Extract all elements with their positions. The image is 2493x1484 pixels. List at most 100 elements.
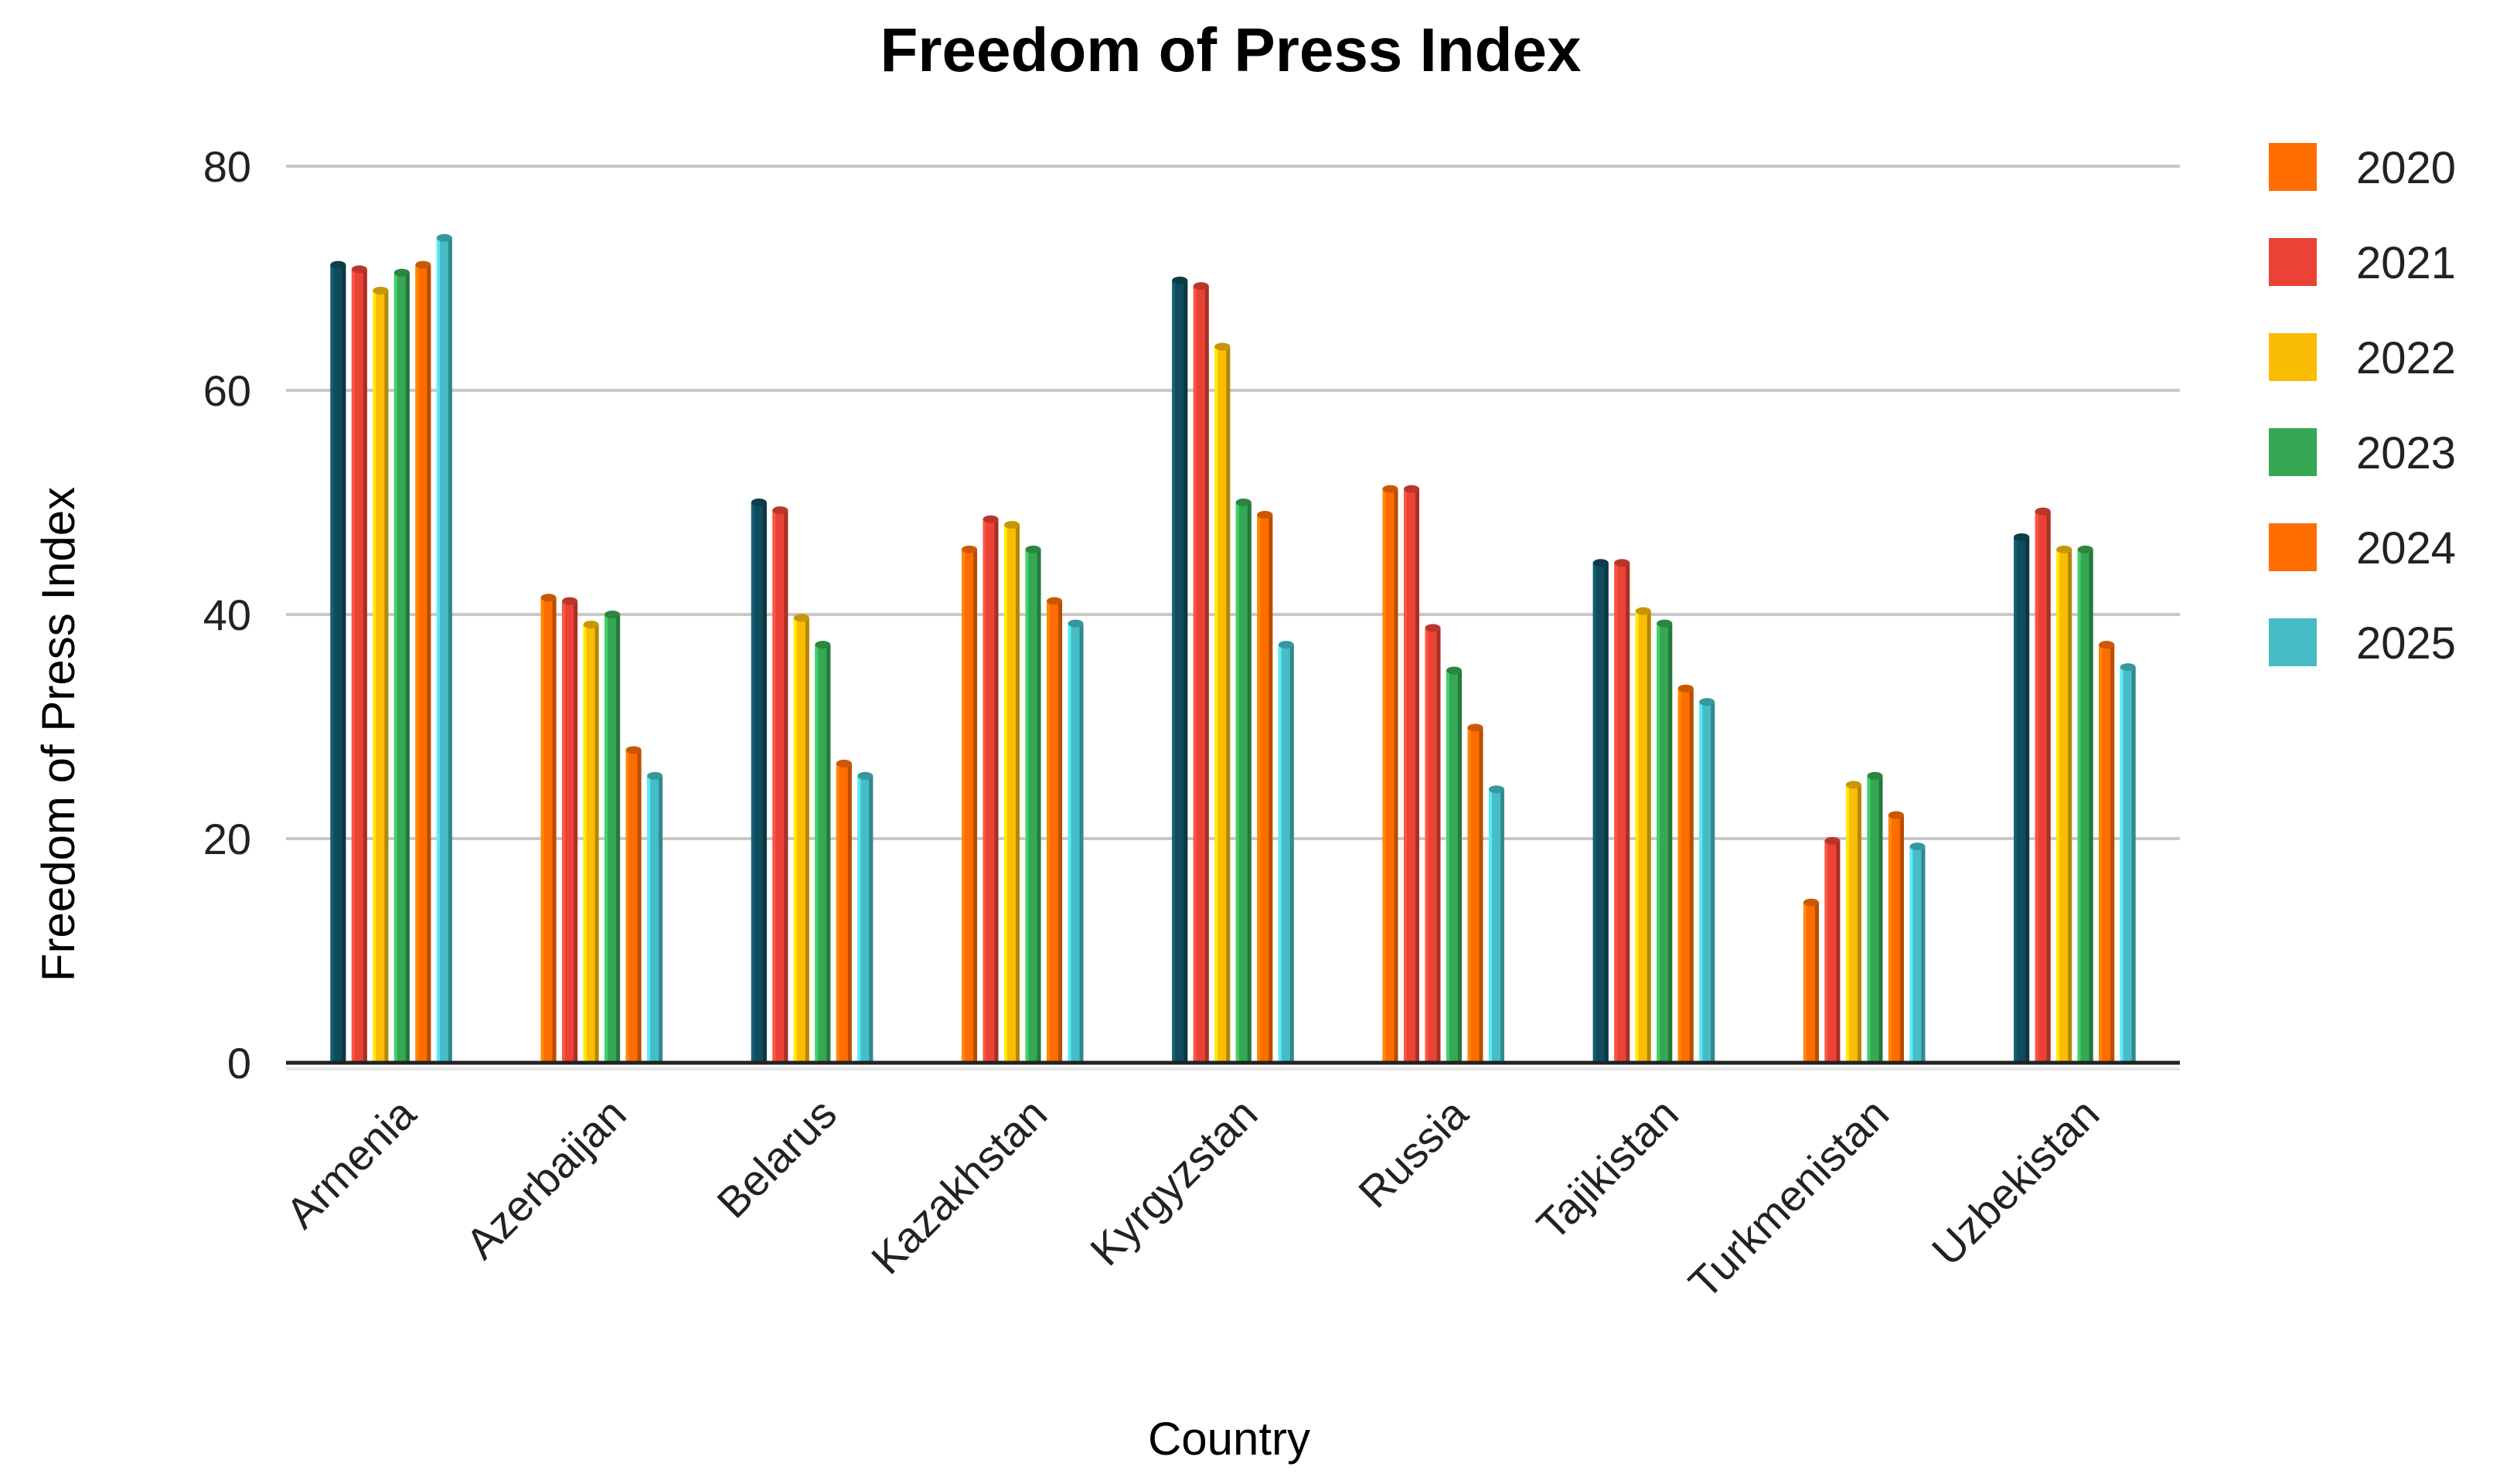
bar-highlight (1592, 563, 1596, 1063)
bar-cap (1068, 619, 1084, 628)
bar (625, 746, 642, 1063)
bar-shade (1037, 549, 1041, 1063)
bar-cap (1193, 282, 1209, 291)
bar-shade (594, 625, 599, 1063)
bar-highlight (1803, 902, 1807, 1063)
bar (1699, 698, 1715, 1063)
bar-highlight (1025, 549, 1029, 1063)
bar-shade (1921, 846, 1926, 1063)
bar-highlight (751, 502, 754, 1063)
bar-cap (1699, 698, 1715, 706)
bar (562, 597, 578, 1063)
legend-swatch (2269, 238, 2317, 286)
bar-cap (562, 597, 578, 605)
bar-highlight (2056, 549, 2060, 1063)
y-tick-label: 40 (203, 591, 251, 639)
bar-shade (1814, 902, 1819, 1063)
x-tick-label: Tajikistan (1527, 1089, 1688, 1249)
bar-cap (1467, 723, 1483, 732)
bar-highlight (2120, 667, 2123, 1063)
bar-cap (1004, 521, 1020, 529)
bar (2077, 545, 2093, 1063)
bar-cap (962, 545, 978, 553)
bar-shade (1269, 514, 1273, 1063)
bar (1235, 499, 1252, 1063)
bar (1278, 641, 1294, 1063)
bar-cap (1888, 811, 1904, 819)
bar-cap (772, 506, 788, 515)
bar-cap (1425, 624, 1441, 632)
x-tick-label: Russia (1349, 1088, 1477, 1217)
bar-highlight (1172, 280, 1176, 1063)
x-tick-label: Belarus (707, 1089, 846, 1227)
bar (436, 233, 452, 1063)
legend-swatch (2269, 333, 2317, 381)
bar-highlight (415, 264, 419, 1064)
bar-cap (983, 515, 999, 523)
bar-shade (869, 775, 874, 1063)
grid-layer (286, 165, 2180, 840)
bar-highlight (1382, 488, 1386, 1063)
bar-cap (2035, 507, 2051, 516)
bar-shade (973, 549, 978, 1063)
bar-highlight (2077, 549, 2081, 1063)
bar-cap (1446, 666, 1462, 675)
bar-highlight (815, 645, 819, 1063)
bar (1004, 521, 1020, 1063)
bar (2099, 641, 2115, 1063)
bar-cap (373, 286, 389, 294)
bar-cap (1025, 545, 1041, 553)
bar-shade (1878, 775, 1883, 1063)
x-axis-title: Country (1148, 1413, 1310, 1465)
bars-layer (330, 233, 2136, 1064)
bar-shade (1394, 488, 1398, 1063)
bar (1068, 619, 1084, 1063)
bar (2056, 545, 2072, 1063)
bar-cap (1677, 684, 1694, 693)
bar-highlight (436, 237, 440, 1063)
legend-label: 2023 (2356, 428, 2456, 478)
bar-shade (384, 290, 389, 1063)
legend-swatch (2269, 428, 2317, 476)
bar-highlight (1235, 502, 1239, 1063)
bar-cap (647, 771, 663, 780)
bar-shade (1436, 628, 1441, 1063)
bar (415, 260, 431, 1064)
bar-shade (762, 502, 767, 1063)
bar-highlight (1068, 623, 1071, 1063)
bar-shade (1711, 702, 1715, 1063)
bar-highlight (373, 290, 376, 1063)
bar-highlight (1278, 645, 1282, 1063)
bar-highlight (2099, 645, 2103, 1063)
bar-shade (805, 618, 809, 1063)
bar-highlight (1403, 488, 1407, 1063)
bar-shade (2089, 549, 2093, 1063)
bar-cap (1403, 485, 1419, 493)
bar-shade (1647, 611, 1651, 1063)
bar (1909, 842, 1926, 1063)
bar-highlight (857, 775, 861, 1063)
bar (1888, 811, 1904, 1063)
bar-shade (342, 264, 346, 1064)
bar-highlight (330, 264, 334, 1064)
bar-cap (2120, 663, 2136, 672)
bar (647, 771, 663, 1063)
bar-shade (1058, 601, 1063, 1063)
bar-highlight (962, 549, 966, 1063)
legend-item: 2020 (2269, 143, 2456, 193)
bar-highlight (1909, 846, 1913, 1063)
y-tick-label: 20 (203, 815, 251, 863)
bar (540, 594, 557, 1063)
bar-highlight (1867, 775, 1871, 1063)
bar-cap (625, 746, 642, 754)
bar-highlight (1004, 525, 1008, 1063)
bar-cap (583, 621, 599, 629)
bar-cap (1803, 898, 1819, 907)
bar-cap (1047, 597, 1063, 605)
bar-shade (1247, 502, 1252, 1063)
bar-highlight (1047, 601, 1051, 1063)
bar (2120, 663, 2136, 1063)
bar (815, 641, 831, 1063)
bar-shade (1204, 286, 1209, 1063)
